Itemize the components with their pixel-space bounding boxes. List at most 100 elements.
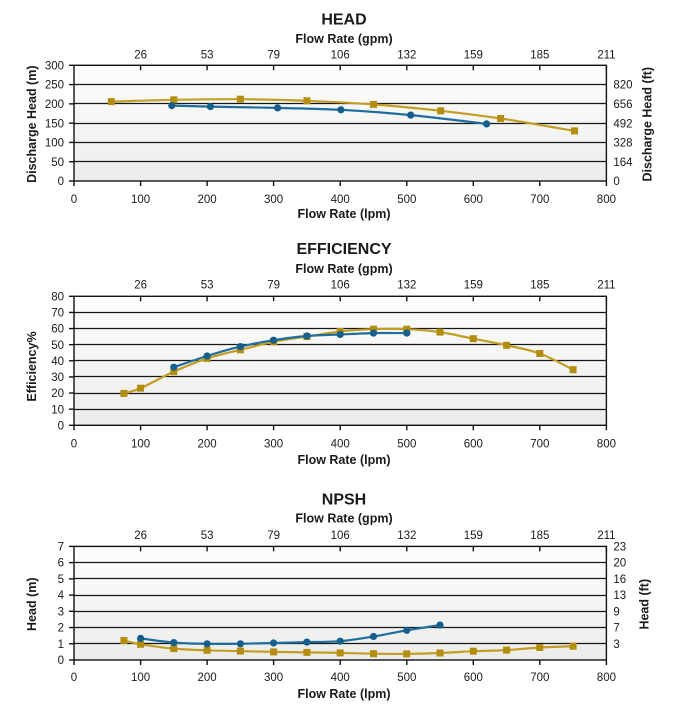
- svg-text:0: 0: [58, 176, 64, 188]
- svg-text:6: 6: [58, 558, 64, 570]
- svg-text:HEAD: HEAD: [321, 12, 366, 29]
- svg-text:100: 100: [131, 672, 150, 684]
- svg-text:13: 13: [613, 590, 626, 602]
- svg-text:26: 26: [134, 279, 147, 291]
- svg-text:80: 80: [51, 291, 64, 303]
- svg-text:79: 79: [267, 49, 280, 61]
- svg-text:EFFICIENCY: EFFICIENCY: [296, 241, 391, 258]
- svg-text:132: 132: [397, 279, 416, 291]
- svg-text:185: 185: [530, 530, 549, 542]
- svg-text:4: 4: [58, 590, 65, 602]
- svg-text:5: 5: [58, 574, 64, 586]
- svg-text:132: 132: [397, 49, 416, 61]
- svg-text:20: 20: [613, 558, 626, 570]
- svg-text:50: 50: [51, 340, 64, 352]
- svg-text:0: 0: [58, 655, 64, 667]
- svg-text:10: 10: [51, 404, 64, 416]
- svg-text:3: 3: [613, 639, 619, 651]
- svg-text:0: 0: [71, 672, 77, 684]
- svg-text:Flow Rate (gpm): Flow Rate (gpm): [295, 262, 392, 276]
- svg-text:23: 23: [613, 542, 626, 554]
- svg-text:53: 53: [201, 530, 214, 542]
- svg-text:500: 500: [397, 438, 416, 450]
- svg-text:Head (ft): Head (ft): [638, 579, 652, 630]
- svg-text:700: 700: [530, 672, 549, 684]
- svg-text:185: 185: [530, 279, 549, 291]
- svg-text:26: 26: [134, 49, 147, 61]
- svg-text:600: 600: [464, 438, 483, 450]
- svg-text:79: 79: [267, 530, 280, 542]
- svg-text:Flow Rate (lpm): Flow Rate (lpm): [297, 207, 390, 221]
- svg-text:20: 20: [51, 388, 64, 400]
- svg-text:800: 800: [597, 672, 616, 684]
- svg-text:40: 40: [51, 356, 64, 368]
- svg-text:70: 70: [51, 308, 64, 320]
- svg-text:Flow Rate (gpm): Flow Rate (gpm): [295, 512, 392, 526]
- svg-text:700: 700: [530, 438, 549, 450]
- svg-text:9: 9: [613, 606, 619, 618]
- svg-text:132: 132: [397, 530, 416, 542]
- svg-text:800: 800: [597, 438, 616, 450]
- svg-text:100: 100: [131, 194, 150, 206]
- svg-text:500: 500: [397, 194, 416, 206]
- svg-text:328: 328: [613, 138, 632, 150]
- svg-text:0: 0: [71, 438, 77, 450]
- svg-text:492: 492: [613, 118, 632, 130]
- svg-text:60: 60: [51, 324, 64, 336]
- svg-text:800: 800: [597, 194, 616, 206]
- svg-text:300: 300: [264, 194, 283, 206]
- svg-text:Discharge Head (m): Discharge Head (m): [25, 65, 39, 182]
- svg-text:200: 200: [45, 99, 64, 111]
- svg-text:106: 106: [331, 279, 350, 291]
- svg-text:500: 500: [397, 672, 416, 684]
- svg-text:53: 53: [201, 279, 214, 291]
- svg-text:159: 159: [464, 49, 483, 61]
- svg-text:Flow Rate (lpm): Flow Rate (lpm): [297, 453, 390, 467]
- svg-text:159: 159: [464, 530, 483, 542]
- svg-text:0: 0: [613, 176, 619, 188]
- svg-text:NPSH: NPSH: [322, 492, 366, 509]
- svg-text:26: 26: [134, 530, 147, 542]
- svg-text:600: 600: [464, 672, 483, 684]
- svg-text:250: 250: [45, 80, 64, 92]
- svg-text:400: 400: [331, 438, 350, 450]
- svg-text:159: 159: [464, 279, 483, 291]
- svg-text:300: 300: [45, 60, 64, 72]
- svg-text:820: 820: [613, 80, 632, 92]
- svg-text:Discharge Head (ft): Discharge Head (ft): [641, 67, 655, 182]
- svg-text:50: 50: [51, 157, 64, 169]
- svg-text:Head (m): Head (m): [25, 577, 39, 630]
- svg-text:164: 164: [613, 157, 633, 169]
- svg-text:700: 700: [530, 194, 549, 206]
- svg-text:16: 16: [613, 574, 626, 586]
- svg-text:211: 211: [597, 279, 615, 291]
- svg-text:185: 185: [530, 49, 549, 61]
- svg-text:300: 300: [264, 672, 283, 684]
- svg-text:100: 100: [131, 438, 150, 450]
- svg-text:7: 7: [58, 542, 64, 554]
- svg-text:200: 200: [198, 194, 217, 206]
- svg-text:656: 656: [613, 99, 632, 111]
- svg-text:79: 79: [267, 279, 280, 291]
- svg-text:400: 400: [331, 672, 350, 684]
- svg-text:211: 211: [597, 530, 615, 542]
- svg-text:Flow Rate (lpm): Flow Rate (lpm): [297, 687, 390, 701]
- svg-text:53: 53: [201, 49, 214, 61]
- svg-text:600: 600: [464, 194, 483, 206]
- svg-text:200: 200: [198, 672, 217, 684]
- svg-text:150: 150: [45, 118, 64, 130]
- svg-text:211: 211: [597, 49, 615, 61]
- svg-text:7: 7: [613, 623, 619, 635]
- svg-text:0: 0: [58, 420, 64, 432]
- svg-text:300: 300: [264, 438, 283, 450]
- svg-text:30: 30: [51, 372, 64, 384]
- svg-text:200: 200: [198, 438, 217, 450]
- svg-text:400: 400: [331, 194, 350, 206]
- svg-text:2: 2: [58, 623, 64, 635]
- svg-text:106: 106: [331, 530, 350, 542]
- svg-text:0: 0: [71, 194, 77, 206]
- svg-text:106: 106: [331, 49, 350, 61]
- svg-text:Efficiency%: Efficiency%: [25, 331, 39, 401]
- svg-text:1: 1: [58, 639, 64, 651]
- svg-text:100: 100: [45, 138, 64, 150]
